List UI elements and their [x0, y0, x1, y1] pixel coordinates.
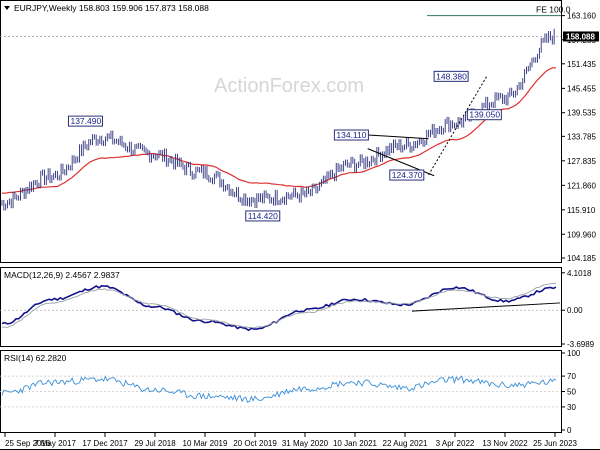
x-tick-label: 13 Nov 2022 [482, 439, 528, 448]
price-y-tick-label: 104.185 [567, 254, 596, 263]
x-tick-label: 3 Apr 2022 [436, 439, 475, 448]
rsi-y-tick-label: 0 [567, 426, 572, 435]
x-tick-label: 25 Jun 2023 [533, 439, 578, 448]
price-y-tick-label: 115.910 [567, 206, 596, 215]
price-annotation: 139.050 [469, 110, 500, 120]
price-annotation: 134.110 [336, 130, 366, 140]
price-y-tick-label: 151.435 [567, 60, 596, 69]
watermark: ActionForex.com [214, 75, 364, 97]
x-tick-label: 10 Mar 2019 [183, 439, 228, 448]
rsi-line [1, 375, 557, 404]
price-annotation: 114.420 [248, 211, 278, 221]
macd-pane-border [0, 267, 562, 347]
x-tick-label: 31 May 2020 [282, 439, 329, 448]
macd-signal-line [1, 282, 557, 329]
x-tick-label: 25 Sep 2016 [5, 439, 51, 448]
trendline [428, 76, 488, 176]
x-tick-label: 17 Dec 2017 [82, 439, 128, 448]
price-y-tick-label: 133.785 [567, 132, 596, 141]
trendline [368, 134, 429, 140]
macd-y-tick-label: 0.00 [567, 306, 583, 315]
rsi-y-tick-label: 30 [567, 403, 576, 412]
price-annotation-box [433, 70, 469, 82]
price-y-tick-label: 109.960 [567, 230, 596, 239]
x-tick-label: 29 Jul 2018 [134, 439, 176, 448]
price-y-tick-label: 121.860 [567, 181, 596, 190]
price-annotation-box [67, 115, 103, 127]
x-tick-label: 20 Oct 2019 [233, 439, 277, 448]
price-annotation-box [389, 169, 425, 181]
price-annotation: 124.370 [392, 170, 423, 180]
price-annotation-box [245, 210, 281, 222]
price-annotation-box [333, 129, 369, 141]
price-pane-border [0, 0, 562, 263]
fe-label: FE 100.0 [536, 5, 571, 15]
rsi-y-tick-label: 100 [567, 349, 581, 358]
rsi-y-tick-label: 50 [567, 388, 576, 397]
rsi-header: RSI(14) 62.2820 [4, 353, 67, 363]
macd-y-tick-label: 4.1018 [567, 269, 592, 278]
current-price-marker [563, 31, 599, 42]
price-annotation-box [466, 109, 502, 121]
moving-average-line [1, 67, 557, 194]
current-price-label: 158.088 [566, 32, 595, 41]
price-header: EURJPY,Weekly 158.803 159.906 157.873 15… [14, 3, 209, 13]
macd-header: MACD(12,26,9) 2.4567 2.9837 [4, 270, 120, 280]
x-tick-label: 10 Jan 2021 [333, 439, 378, 448]
x-tick-label: 7 May 2017 [34, 439, 76, 448]
price-y-tick-label: 145.455 [567, 84, 596, 93]
price-y-tick-label: 139.535 [567, 109, 596, 118]
macd-trendline [411, 302, 561, 312]
rsi-y-tick-label: 70 [567, 372, 576, 381]
price-annotation: 137.490 [70, 116, 101, 126]
dropdown-triangle-icon[interactable] [4, 6, 10, 10]
price-y-tick-label: 163.160 [567, 12, 596, 21]
macd-y-tick-label: -3.6989 [567, 340, 595, 349]
price-annotation: 148.380 [436, 71, 467, 81]
price-y-tick-label: 127.835 [567, 157, 596, 166]
x-tick-label: 22 Aug 2021 [383, 439, 428, 448]
